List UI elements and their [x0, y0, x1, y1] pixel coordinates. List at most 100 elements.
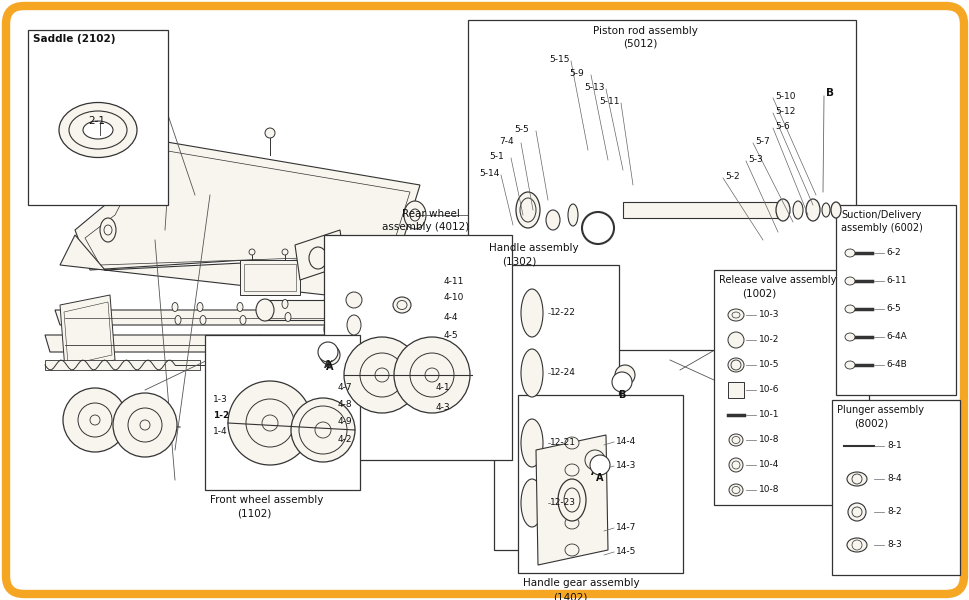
- Circle shape: [359, 353, 403, 397]
- Circle shape: [732, 461, 739, 469]
- Polygon shape: [60, 235, 399, 300]
- Circle shape: [344, 337, 420, 413]
- Ellipse shape: [104, 225, 111, 235]
- Ellipse shape: [844, 249, 854, 257]
- Circle shape: [729, 458, 742, 472]
- Ellipse shape: [520, 349, 543, 397]
- Ellipse shape: [406, 300, 413, 310]
- Ellipse shape: [336, 313, 343, 323]
- Ellipse shape: [327, 310, 333, 320]
- Text: assembly (4012): assembly (4012): [382, 222, 469, 232]
- Text: 14-7: 14-7: [615, 523, 636, 532]
- Bar: [493, 265, 618, 550]
- Ellipse shape: [391, 306, 398, 316]
- Ellipse shape: [546, 210, 559, 230]
- Text: 1-3: 1-3: [213, 395, 228, 404]
- Polygon shape: [420, 248, 493, 295]
- Text: 5-13: 5-13: [583, 83, 604, 92]
- Ellipse shape: [732, 312, 739, 318]
- Polygon shape: [60, 295, 115, 370]
- Circle shape: [320, 345, 340, 365]
- Circle shape: [347, 367, 402, 423]
- Text: 5-10: 5-10: [774, 92, 795, 101]
- Ellipse shape: [351, 305, 359, 315]
- Text: 10-1: 10-1: [758, 410, 779, 419]
- Text: 12-23: 12-23: [549, 498, 576, 507]
- Text: 8-4: 8-4: [886, 474, 901, 483]
- Bar: [204, 335, 359, 490]
- Text: 4-10: 4-10: [444, 293, 464, 302]
- Text: 5-14: 5-14: [479, 169, 499, 178]
- Circle shape: [246, 399, 294, 447]
- Ellipse shape: [200, 316, 205, 325]
- Text: B: B: [620, 382, 628, 392]
- Polygon shape: [355, 255, 434, 300]
- Circle shape: [847, 503, 865, 521]
- Ellipse shape: [282, 299, 288, 308]
- Text: 5-11: 5-11: [599, 97, 619, 106]
- Text: 6-2: 6-2: [885, 248, 899, 257]
- Circle shape: [315, 422, 330, 438]
- Circle shape: [318, 342, 337, 362]
- Text: 5-6: 5-6: [774, 122, 789, 131]
- Ellipse shape: [793, 201, 802, 219]
- Polygon shape: [105, 165, 140, 205]
- Text: 4-5: 4-5: [444, 331, 458, 340]
- Bar: [517, 395, 682, 573]
- Circle shape: [265, 128, 275, 138]
- Text: 10-3: 10-3: [758, 310, 779, 319]
- Polygon shape: [45, 360, 200, 370]
- Text: A': A': [326, 360, 333, 369]
- Text: 4-9: 4-9: [337, 417, 353, 426]
- Ellipse shape: [520, 289, 543, 337]
- Circle shape: [851, 474, 861, 484]
- Ellipse shape: [414, 265, 429, 295]
- Ellipse shape: [729, 434, 742, 446]
- Polygon shape: [329, 320, 454, 338]
- Polygon shape: [64, 302, 111, 365]
- Circle shape: [128, 408, 162, 442]
- Text: Rear wheel: Rear wheel: [401, 209, 459, 219]
- Ellipse shape: [844, 333, 854, 341]
- Ellipse shape: [83, 121, 112, 139]
- Ellipse shape: [396, 301, 407, 310]
- Ellipse shape: [172, 302, 178, 311]
- Text: 5-7: 5-7: [754, 137, 769, 146]
- Ellipse shape: [844, 361, 854, 369]
- Ellipse shape: [830, 202, 840, 218]
- Circle shape: [90, 415, 100, 425]
- Text: 4-8: 4-8: [337, 400, 353, 409]
- Ellipse shape: [347, 315, 360, 335]
- Ellipse shape: [239, 316, 246, 325]
- Text: 8-2: 8-2: [886, 507, 901, 516]
- Ellipse shape: [732, 437, 739, 443]
- Text: A: A: [590, 467, 598, 477]
- Ellipse shape: [729, 484, 742, 496]
- Ellipse shape: [821, 203, 829, 217]
- Text: 4-3: 4-3: [435, 403, 451, 412]
- Ellipse shape: [557, 479, 585, 521]
- Text: 8-1: 8-1: [886, 441, 901, 450]
- Circle shape: [611, 372, 632, 392]
- Circle shape: [614, 365, 635, 385]
- Ellipse shape: [846, 538, 866, 552]
- Circle shape: [393, 337, 470, 413]
- Ellipse shape: [381, 303, 389, 313]
- Bar: [28, 30, 168, 205]
- Ellipse shape: [844, 277, 854, 285]
- Ellipse shape: [484, 248, 499, 278]
- Text: Saddle (2102): Saddle (2102): [33, 34, 115, 44]
- Polygon shape: [295, 230, 345, 280]
- Ellipse shape: [775, 199, 789, 221]
- Text: 1-4: 1-4: [213, 427, 228, 436]
- Ellipse shape: [392, 297, 411, 313]
- Bar: [713, 270, 868, 505]
- Circle shape: [360, 381, 389, 409]
- Text: 12-24: 12-24: [549, 368, 576, 377]
- Text: 6-11: 6-11: [885, 276, 906, 285]
- Bar: [324, 235, 512, 460]
- Ellipse shape: [59, 103, 137, 157]
- Ellipse shape: [410, 209, 420, 221]
- Text: 6-4A: 6-4A: [885, 332, 906, 341]
- Text: (1102): (1102): [236, 509, 271, 519]
